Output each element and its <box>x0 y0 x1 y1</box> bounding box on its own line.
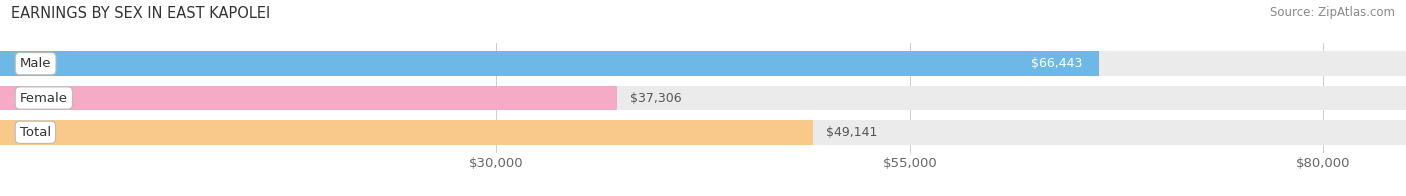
Bar <box>0 120 1406 145</box>
Bar <box>0 120 813 145</box>
Text: Source: ZipAtlas.com: Source: ZipAtlas.com <box>1270 6 1395 19</box>
Text: $66,443: $66,443 <box>1031 57 1083 70</box>
Bar <box>0 51 1099 76</box>
Text: $37,306: $37,306 <box>630 92 682 104</box>
Text: Female: Female <box>20 92 67 104</box>
Bar <box>0 86 1406 110</box>
Text: Total: Total <box>20 126 51 139</box>
Text: EARNINGS BY SEX IN EAST KAPOLEI: EARNINGS BY SEX IN EAST KAPOLEI <box>11 6 270 21</box>
Bar <box>0 51 1406 76</box>
Text: $49,141: $49,141 <box>827 126 877 139</box>
Text: Male: Male <box>20 57 52 70</box>
Bar <box>0 86 617 110</box>
